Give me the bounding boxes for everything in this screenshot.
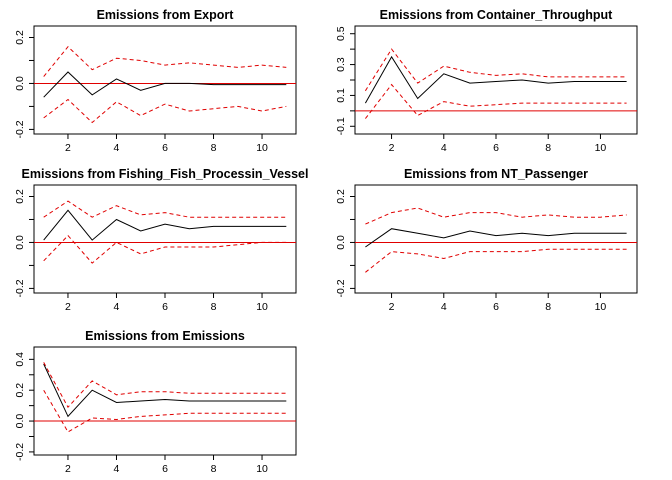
y-tick-label: 0.0 [335,235,347,250]
series-line-lower [43,389,287,433]
x-tick-label: 2 [389,142,395,154]
y-tick-label: 0.2 [14,383,26,398]
x-tick-label: 8 [545,301,551,313]
y-tick-label: -0.2 [335,279,347,297]
x-tick-label: 8 [211,142,217,154]
panel-title: Emissions from Fishing_Fish_Processin_Ve… [22,167,309,181]
y-tick-label: -0.1 [335,117,347,135]
series-line-lower [43,234,287,264]
series-line-response [365,228,627,248]
x-tick-label: 2 [389,301,395,313]
x-tick-label: 4 [114,142,120,154]
series-line-lower [43,98,287,124]
x-tick-label: 10 [256,142,268,154]
x-tick-label: 6 [493,301,499,313]
x-tick-label: 4 [441,142,447,154]
y-tick-label: 0.4 [14,352,26,367]
x-tick-label: 6 [162,142,168,154]
series-line-upper [364,48,627,92]
plot-frame [354,184,638,294]
x-tick-label: 4 [441,301,447,313]
series-line-upper [43,200,287,218]
x-tick-label: 6 [493,142,499,154]
panel-title: Emissions from Container_Throughput [380,8,613,22]
y-tick-label: 0.0 [14,235,26,250]
series-line-response [364,55,627,104]
panel-3: Emissions from Fishing_Fish_Processin_Ve… [14,167,308,313]
x-tick-label: 4 [114,463,120,475]
x-tick-label: 4 [114,301,120,313]
panel-4: Emissions from NT_Passenger 2 4 6 8 10 -0.2 0.0… [335,167,638,313]
series-line-upper [365,207,627,225]
x-tick-label: 8 [211,463,217,475]
series-line-response [43,71,287,98]
y-tick-label: 0.2 [335,189,347,204]
y-tick-label: 0.5 [335,26,347,41]
series-line-upper [43,362,287,409]
panel-5: Emissions from Emissions 2 4 6 8 10 -0.2 0.0 0.2… [14,329,297,475]
plot-frame [33,184,297,294]
x-tick-label: 2 [65,463,71,475]
plot-frame [33,25,297,135]
x-tick-label: 8 [545,142,551,154]
y-tick-label: 0.2 [14,189,26,204]
y-tick-label: -0.2 [14,279,26,297]
x-tick-label: 6 [162,301,168,313]
series-line-response [43,209,287,241]
x-tick-label: 10 [595,142,607,154]
x-tick-label: 2 [65,301,71,313]
y-tick-label: 0.0 [14,414,26,429]
y-tick-label: -0.2 [14,443,26,461]
x-tick-label: 6 [162,463,168,475]
panel-2: Emissions from Container_Throughput 2 4 6 8 1… [335,8,638,154]
x-tick-label: 10 [256,463,268,475]
panel-1: Emissions from Export 2 4 6 8 10 -0.2 0.0 0.2 [14,8,297,154]
y-tick-label: 0.1 [335,88,347,103]
x-tick-label: 10 [595,301,607,313]
x-tick-label: 10 [256,301,268,313]
y-tick-label: 0.2 [14,30,26,45]
series-line-lower [365,248,627,273]
y-tick-label: 0.0 [14,76,26,91]
panel-title: Emissions from Emissions [85,329,245,343]
series-line-upper [43,45,287,77]
plot-frame [354,25,638,135]
y-tick-label: -0.2 [14,120,26,138]
series-line-lower [365,83,627,119]
x-tick-label: 2 [65,142,71,154]
y-tick-label: 0.3 [335,57,347,72]
panel-title: Emissions from Export [97,8,235,22]
panel-title: Emissions from NT_Passenger [404,167,588,181]
x-tick-label: 8 [211,301,217,313]
series-line-response [43,363,287,418]
